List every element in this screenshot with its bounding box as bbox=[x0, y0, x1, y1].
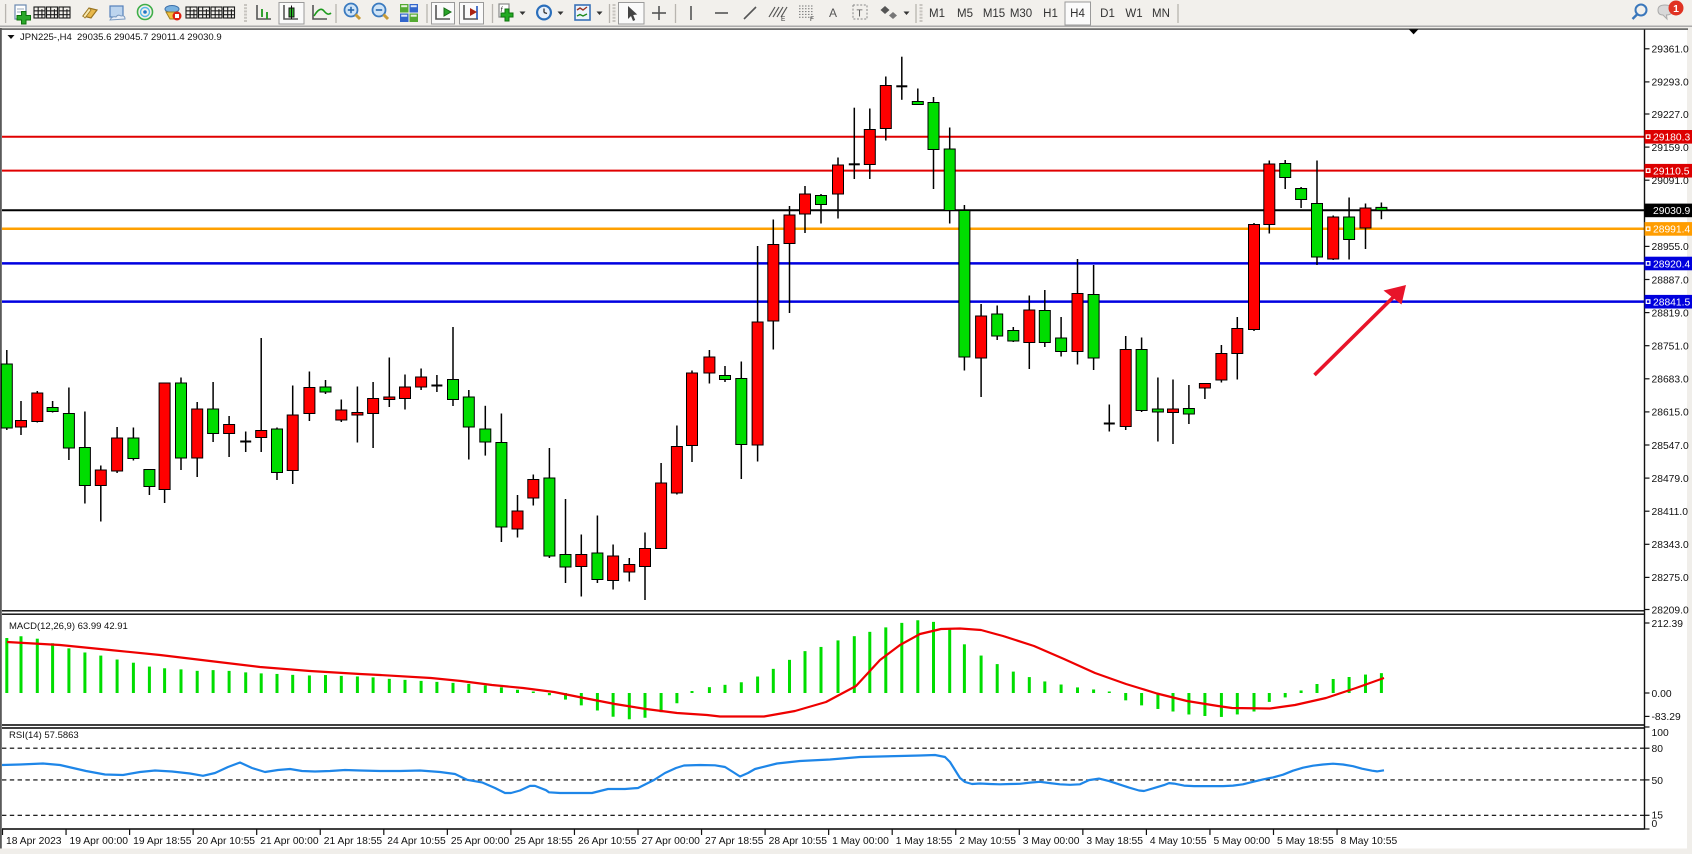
svg-text:15: 15 bbox=[1652, 810, 1664, 821]
svg-text:28887.0: 28887.0 bbox=[1652, 275, 1689, 286]
svg-text:D1: D1 bbox=[1100, 8, 1115, 20]
svg-text:50: 50 bbox=[1652, 776, 1664, 787]
svg-text:29361.0: 29361.0 bbox=[1652, 45, 1689, 56]
svg-text:M5: M5 bbox=[957, 8, 973, 20]
svg-text:8 May 10:55: 8 May 10:55 bbox=[1341, 836, 1398, 847]
svg-text:25 Apr 18:55: 25 Apr 18:55 bbox=[514, 836, 573, 847]
svg-text:0: 0 bbox=[1652, 819, 1658, 830]
svg-text:2 May 10:55: 2 May 10:55 bbox=[959, 836, 1016, 847]
svg-text:21 Apr 00:00: 21 Apr 00:00 bbox=[260, 836, 319, 847]
svg-text:28 Apr 10:55: 28 Apr 10:55 bbox=[769, 836, 828, 847]
svg-text:M1: M1 bbox=[929, 8, 945, 20]
svg-text:JPN225-,H4 29035.6 29045.7 29: JPN225-,H4 29035.6 29045.7 29011.4 29030… bbox=[20, 32, 222, 43]
svg-text:20 Apr 10:55: 20 Apr 10:55 bbox=[197, 836, 256, 847]
svg-text:29091.0: 29091.0 bbox=[1652, 176, 1689, 187]
svg-text:H4: H4 bbox=[1070, 8, 1085, 20]
svg-text:MN: MN bbox=[1152, 8, 1170, 20]
svg-text:29110.5: 29110.5 bbox=[1653, 167, 1690, 178]
svg-text:29227.0: 29227.0 bbox=[1652, 110, 1689, 121]
svg-text:28955.0: 28955.0 bbox=[1652, 242, 1689, 253]
svg-text:28751.0: 28751.0 bbox=[1652, 342, 1689, 353]
svg-text:E: E bbox=[781, 16, 786, 23]
svg-text:18 Apr 2023: 18 Apr 2023 bbox=[6, 836, 62, 847]
svg-text:29030.9: 29030.9 bbox=[1653, 206, 1690, 217]
svg-text:28411.0: 28411.0 bbox=[1652, 507, 1689, 518]
svg-text:0.00: 0.00 bbox=[1652, 689, 1672, 700]
svg-text:M30: M30 bbox=[1010, 8, 1032, 20]
svg-text:28547.0: 28547.0 bbox=[1652, 441, 1689, 452]
svg-text:1 May 18:55: 1 May 18:55 bbox=[896, 836, 953, 847]
svg-text:3 May 00:00: 3 May 00:00 bbox=[1023, 836, 1080, 847]
svg-text:26 Apr 10:55: 26 Apr 10:55 bbox=[578, 836, 637, 847]
svg-text:28683.0: 28683.0 bbox=[1652, 375, 1689, 386]
svg-text:W1: W1 bbox=[1125, 8, 1142, 20]
svg-text:24 Apr 10:55: 24 Apr 10:55 bbox=[387, 836, 446, 847]
svg-text:100: 100 bbox=[1652, 728, 1669, 739]
svg-text:5 May 18:55: 5 May 18:55 bbox=[1277, 836, 1334, 847]
svg-text:21 Apr 18:55: 21 Apr 18:55 bbox=[324, 836, 383, 847]
svg-text:27 Apr 18:55: 27 Apr 18:55 bbox=[705, 836, 764, 847]
svg-text:28991.4: 28991.4 bbox=[1653, 225, 1690, 236]
svg-text:28920.4: 28920.4 bbox=[1653, 259, 1690, 270]
svg-text:-83.29: -83.29 bbox=[1652, 712, 1681, 723]
svg-text:28479.0: 28479.0 bbox=[1652, 474, 1689, 485]
svg-text:A: A bbox=[829, 6, 837, 20]
svg-text:H1: H1 bbox=[1043, 8, 1058, 20]
svg-text:28819.0: 28819.0 bbox=[1652, 308, 1689, 319]
svg-text:28343.0: 28343.0 bbox=[1652, 540, 1689, 551]
svg-text:f: f bbox=[501, 7, 504, 14]
svg-text:MACD(12,26,9) 63.99 42.91: MACD(12,26,9) 63.99 42.91 bbox=[9, 621, 128, 632]
svg-text:25 Apr 00:00: 25 Apr 00:00 bbox=[451, 836, 510, 847]
svg-text:1 May 00:00: 1 May 00:00 bbox=[832, 836, 889, 847]
svg-text:80: 80 bbox=[1652, 744, 1664, 755]
svg-text:19 Apr 00:00: 19 Apr 00:00 bbox=[70, 836, 129, 847]
svg-text:M15: M15 bbox=[983, 8, 1005, 20]
svg-text:5 May 00:00: 5 May 00:00 bbox=[1213, 836, 1270, 847]
svg-text:28615.0: 28615.0 bbox=[1652, 408, 1689, 419]
svg-text:212.39: 212.39 bbox=[1652, 619, 1684, 630]
svg-text:RSI(14) 57.5863: RSI(14) 57.5863 bbox=[9, 730, 79, 741]
svg-text:29159.0: 29159.0 bbox=[1652, 143, 1689, 154]
svg-text:19 Apr 18:55: 19 Apr 18:55 bbox=[133, 836, 192, 847]
svg-text:3 May 18:55: 3 May 18:55 bbox=[1086, 836, 1143, 847]
svg-text:1: 1 bbox=[1673, 3, 1679, 15]
svg-text:29293.0: 29293.0 bbox=[1652, 78, 1689, 89]
svg-text:F: F bbox=[810, 16, 814, 23]
svg-text:28841.5: 28841.5 bbox=[1653, 298, 1690, 309]
svg-text:29180.3: 29180.3 bbox=[1653, 133, 1690, 144]
svg-text:T: T bbox=[857, 9, 863, 20]
svg-text:27 Apr 00:00: 27 Apr 00:00 bbox=[642, 836, 701, 847]
svg-text:28275.0: 28275.0 bbox=[1652, 573, 1689, 584]
svg-text:28209.0: 28209.0 bbox=[1652, 605, 1689, 616]
svg-text:4 May 10:55: 4 May 10:55 bbox=[1150, 836, 1207, 847]
